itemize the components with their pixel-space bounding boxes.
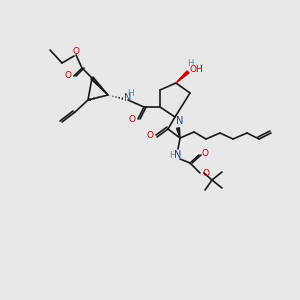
Polygon shape [176, 128, 180, 138]
Text: O: O [64, 71, 71, 80]
Text: O: O [146, 130, 154, 140]
Polygon shape [176, 71, 189, 83]
Text: O: O [73, 46, 80, 56]
Text: H: H [169, 151, 176, 160]
Text: O: O [202, 169, 209, 178]
Text: O: O [202, 148, 208, 158]
Text: H: H [187, 58, 193, 68]
Text: N: N [176, 116, 184, 126]
Text: N: N [124, 93, 132, 103]
Polygon shape [91, 77, 108, 95]
Text: OH: OH [189, 64, 203, 74]
Text: O: O [128, 116, 136, 124]
Text: H: H [128, 89, 134, 98]
Text: N: N [174, 150, 182, 160]
